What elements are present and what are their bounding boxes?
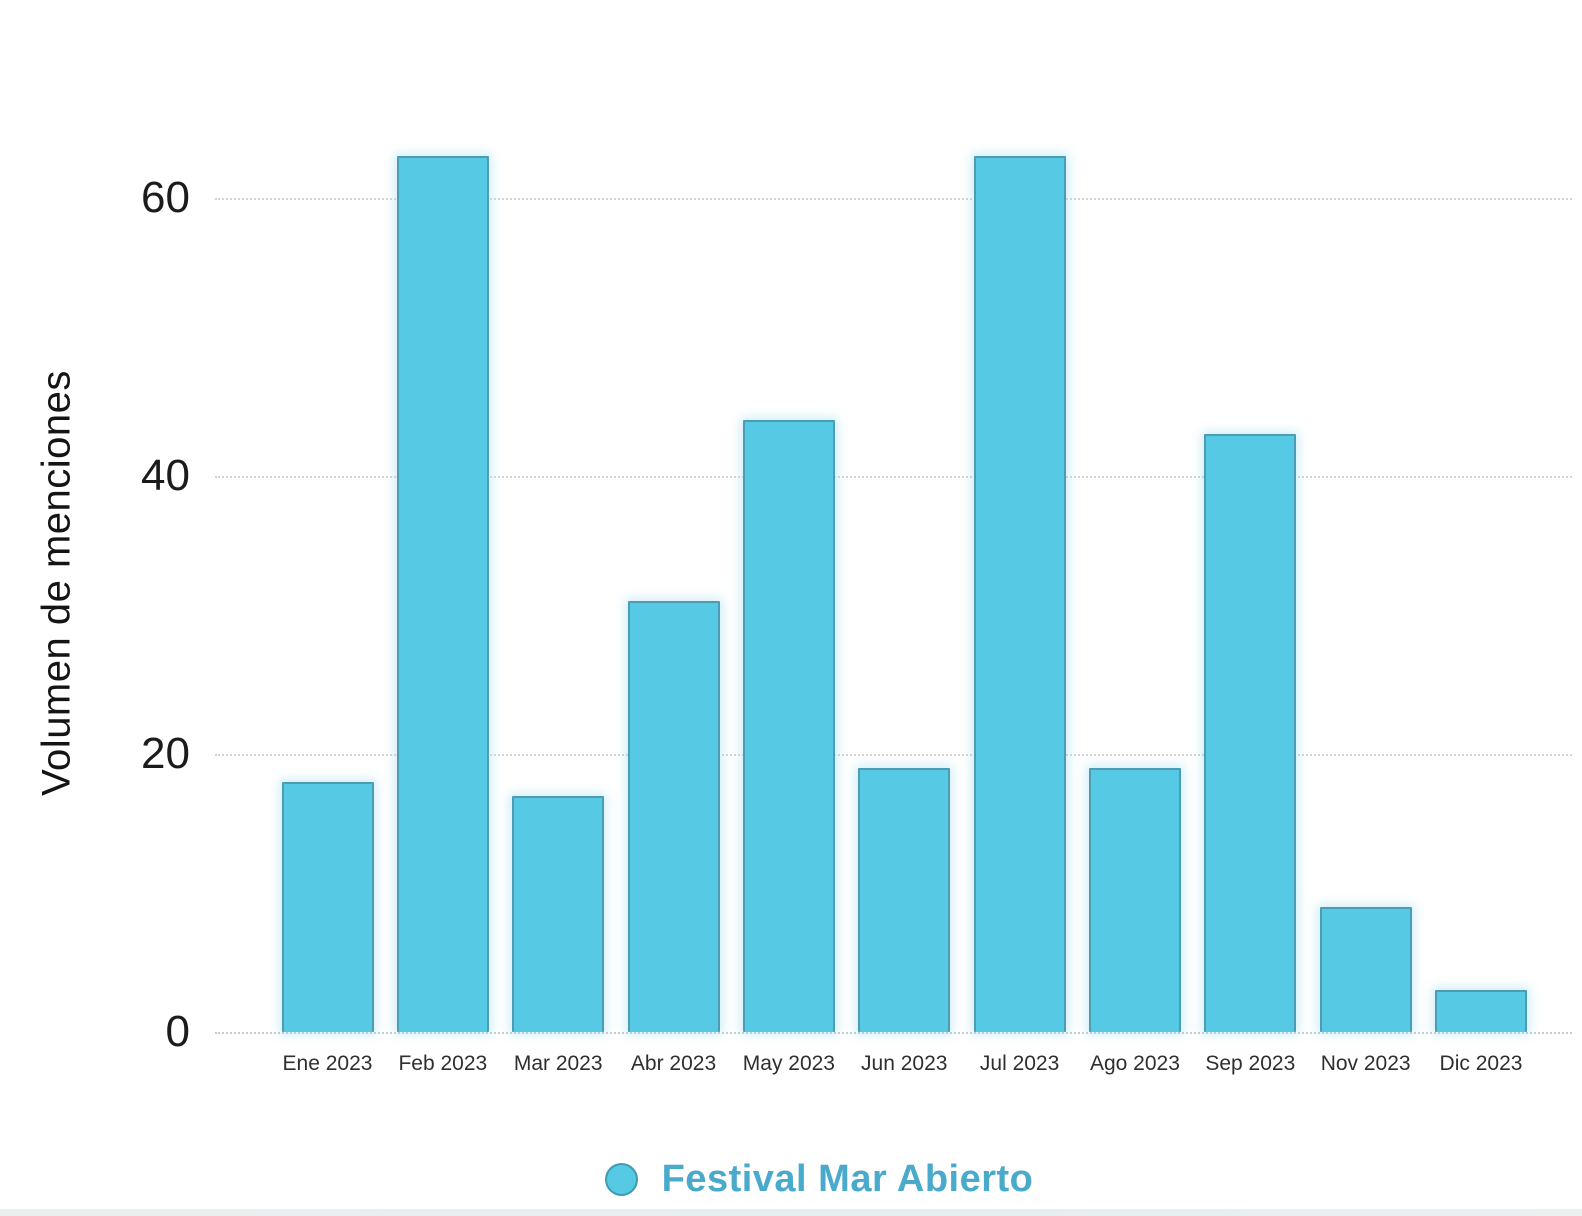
x-tick-label-may-2023: May 2023 (742, 1052, 835, 1075)
legend-label: Festival Mar Abierto (661, 1158, 1034, 1200)
gridline-0 (215, 1032, 1572, 1034)
x-tick-label-feb-2023: Feb 2023 (398, 1052, 488, 1075)
legend-marker-icon (604, 1163, 638, 1196)
bar-may-2023[interactable] (742, 420, 835, 1032)
bar-mar-2023[interactable] (512, 795, 605, 1032)
bottom-strip (0, 1209, 1582, 1216)
x-tick-label-jun-2023: Jun 2023 (861, 1052, 948, 1075)
x-tick-label-dic-2023: Dic 2023 (1439, 1052, 1523, 1075)
bar-jun-2023[interactable] (858, 767, 951, 1032)
gridline-40 (215, 476, 1572, 478)
bar-dic-2023[interactable] (1435, 990, 1527, 1032)
bar-abr-2023[interactable] (627, 601, 720, 1032)
y-tick-label-40: 40 (141, 451, 190, 500)
x-tick-label-jul-2023: Jul 2023 (979, 1052, 1060, 1075)
x-tick-label-ene-2023: Ene 2023 (282, 1052, 373, 1075)
bar-jul-2023[interactable] (973, 156, 1066, 1032)
gridline-60 (215, 198, 1572, 200)
bar-ago-2023[interactable] (1088, 767, 1181, 1032)
x-tick-label-nov-2023: Nov 2023 (1320, 1052, 1411, 1075)
x-tick-label-abr-2023: Abr 2023 (630, 1052, 717, 1075)
y-tick-label-0: 0 (165, 1007, 190, 1056)
x-tick-label-mar-2023: Mar 2023 (513, 1052, 603, 1075)
gridline-20 (215, 754, 1572, 756)
bar-sep-2023[interactable] (1204, 434, 1297, 1032)
legend-item[interactable]: Festival Mar Abierto (28, 1158, 1582, 1201)
bar-feb-2023[interactable] (396, 156, 489, 1032)
y-tick-label-20: 20 (141, 729, 190, 778)
bar-ene-2023[interactable] (281, 781, 374, 1032)
x-tick-label-sep-2023: Sep 2023 (1205, 1052, 1296, 1075)
x-tick-label-ago-2023: Ago 2023 (1089, 1052, 1180, 1075)
y-tick-label-60: 60 (141, 173, 190, 222)
bar-nov-2023[interactable] (1319, 906, 1412, 1032)
